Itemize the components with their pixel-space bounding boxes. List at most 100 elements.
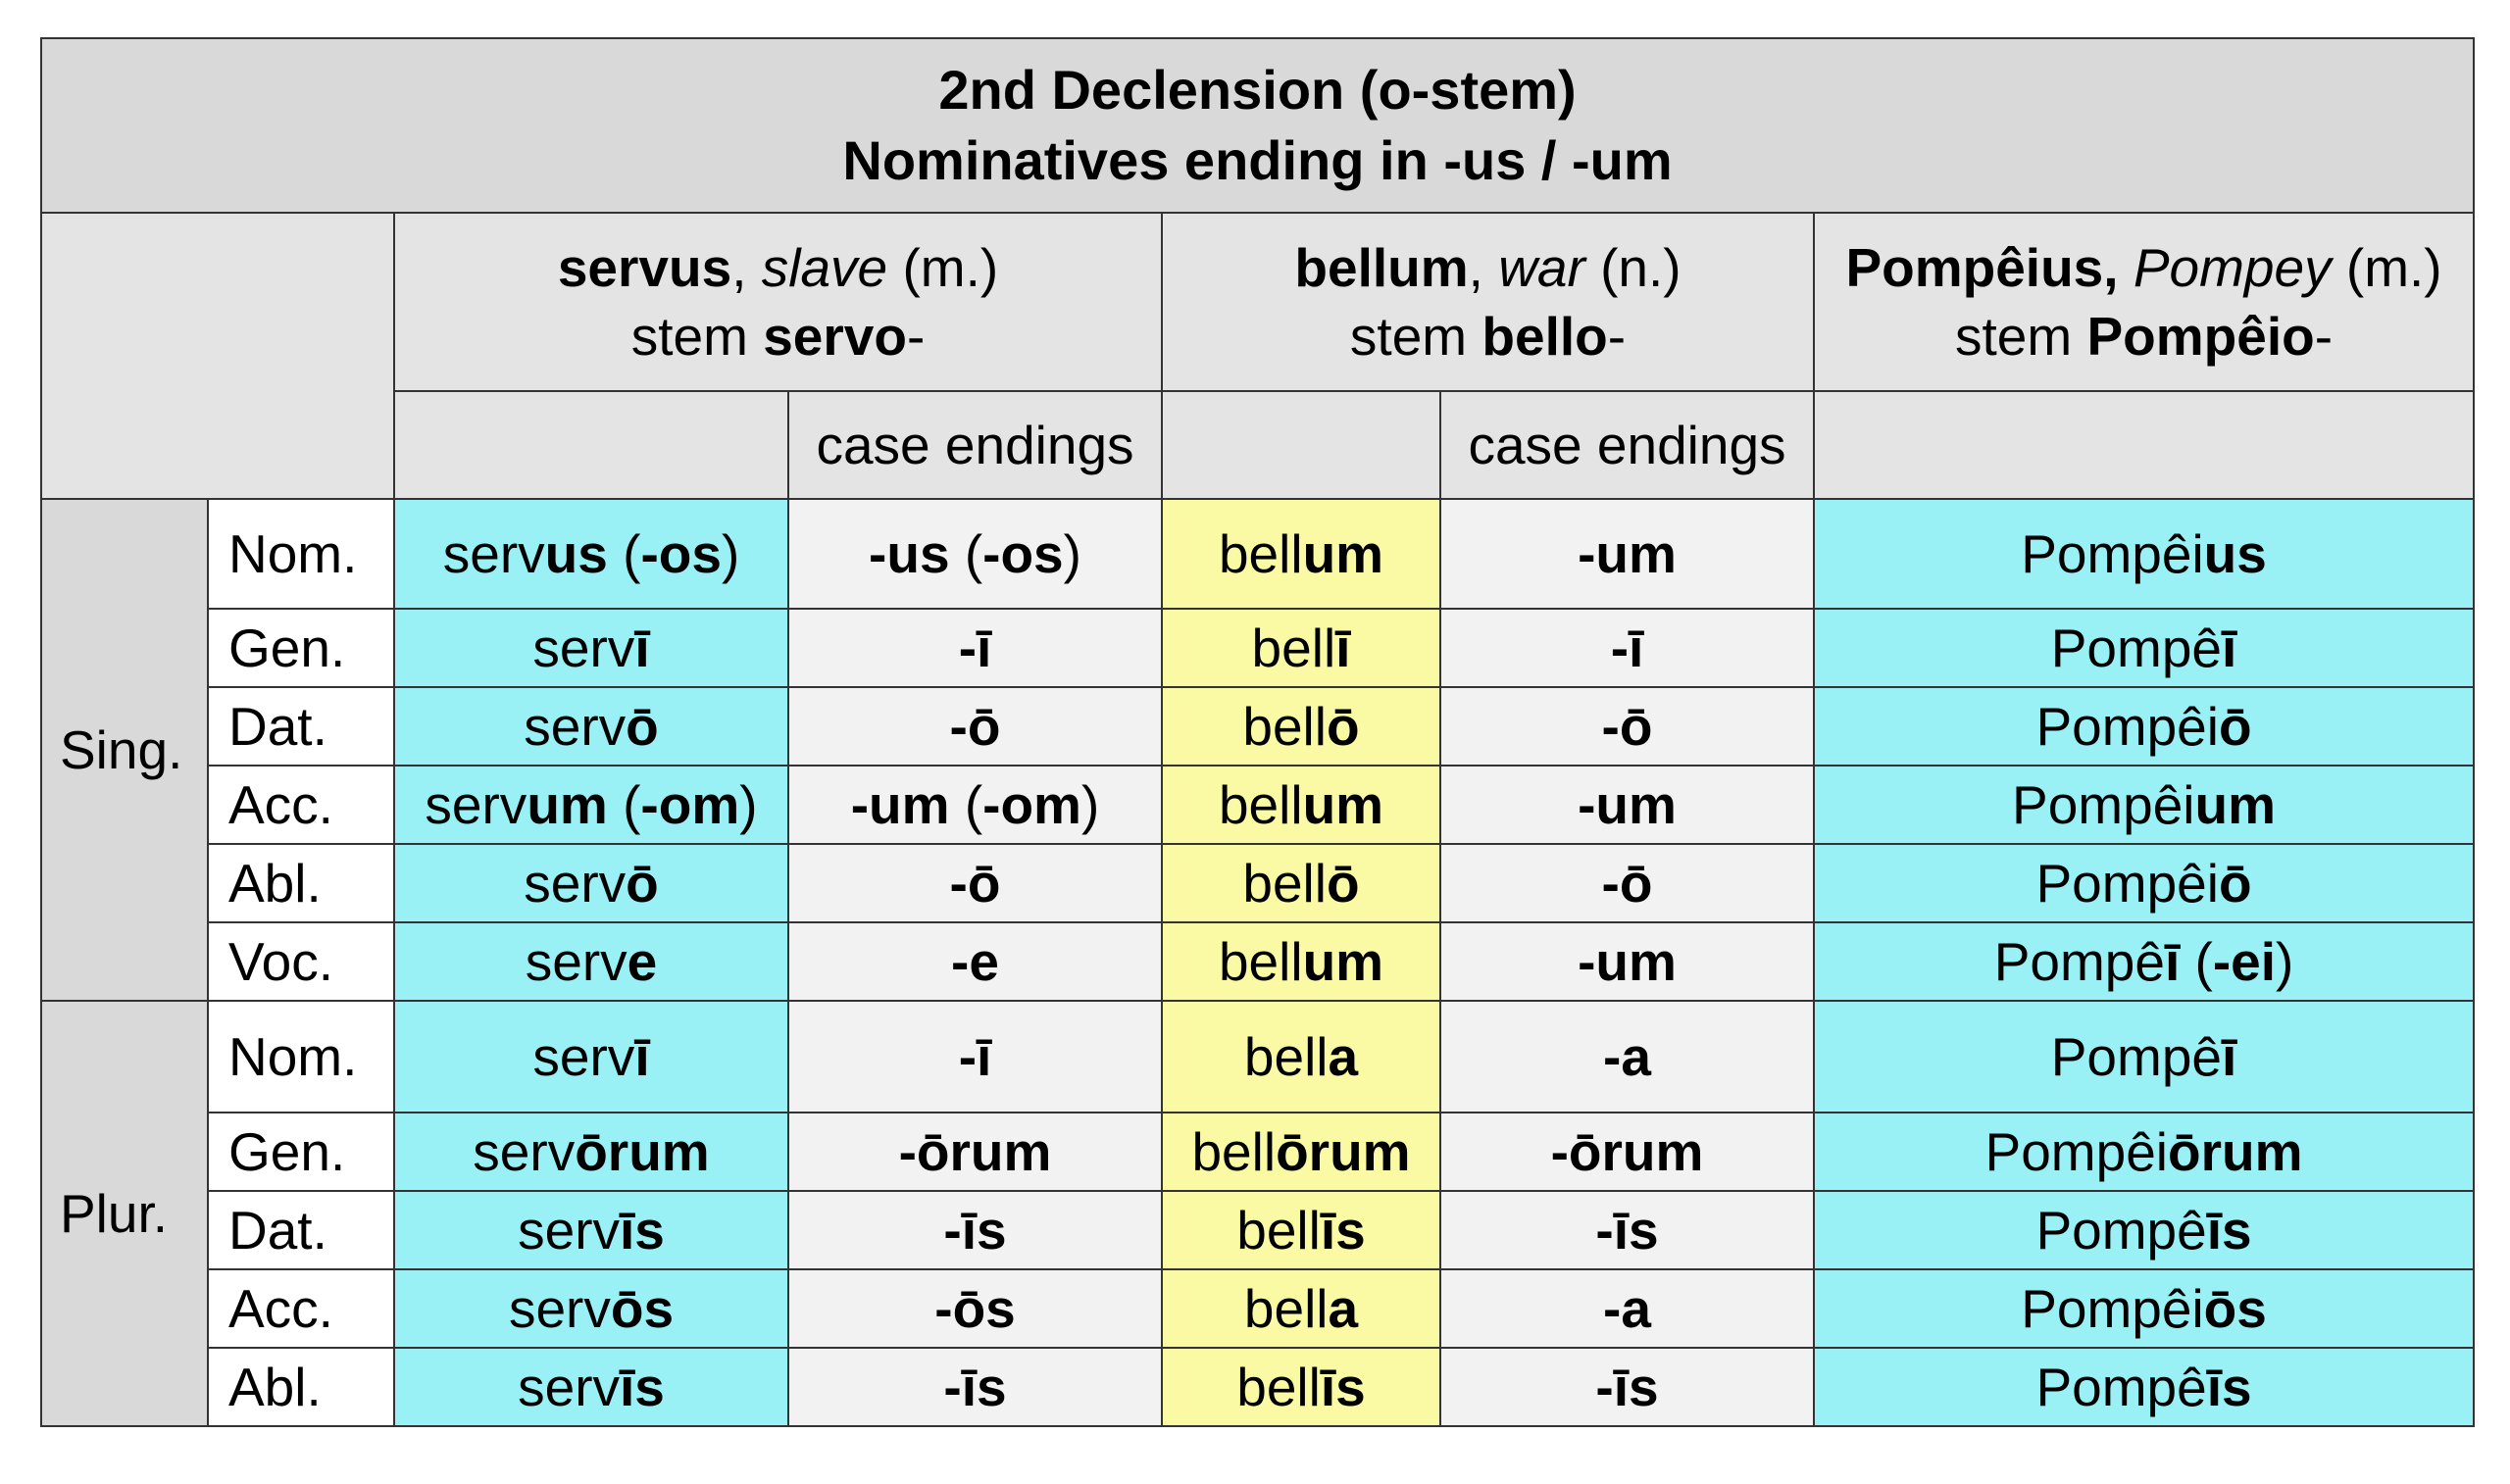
ending-text: -e: [951, 930, 999, 992]
table-row: Abl. servīs -īs bellīs -īs Pompêīs: [41, 1347, 2476, 1427]
bellum-ending: -ōrum: [1439, 1112, 1815, 1192]
form-stem: Pompê: [2035, 1356, 2207, 1417]
form-stem: Pompêi: [2021, 1277, 2204, 1339]
servus-gender: (m.): [902, 236, 999, 298]
bellum-header: bellum, war (n.) stem bello-: [1161, 212, 1815, 392]
table-row: Dat. servō -ō bellō -ō Pompêiō: [41, 686, 2476, 767]
bellum-case-endings-label: case endings: [1439, 390, 1815, 500]
bellum-stem: bello: [1481, 306, 1608, 367]
ending-text: -ōrum: [1550, 1120, 1704, 1182]
table-row: Abl. servō -ō bellō -ō Pompêiō: [41, 843, 2476, 923]
bellum-form: bellīs: [1161, 1347, 1441, 1427]
ending-text: -um: [1578, 773, 1677, 835]
servus-form: serve: [393, 921, 789, 1002]
form-ending: ī: [2222, 1025, 2237, 1087]
ending-text: -ō: [949, 852, 1001, 914]
form-stem: bell: [1218, 930, 1303, 992]
declension-table-wrapper: 2nd Declension (o-stem) Nominatives endi…: [39, 37, 2476, 1446]
title-row: 2nd Declension (o-stem) Nominatives endi…: [39, 37, 2476, 214]
ending-text: -um: [1578, 930, 1677, 992]
bellum-form: bellōrum: [1161, 1112, 1441, 1192]
form-stem: bell: [1242, 852, 1327, 914]
form-variant: (-ei): [2194, 930, 2294, 992]
ending-variant: (-om): [964, 773, 1100, 835]
form-stem: bell: [1236, 1199, 1321, 1261]
form-stem: serv: [524, 852, 627, 914]
servus-form: servīs: [393, 1347, 789, 1427]
servus-form: servum (-om): [393, 765, 789, 845]
title-line-2: Nominatives ending in -us / -um: [842, 129, 1673, 191]
form-stem: serv: [518, 1199, 621, 1261]
case-label: Voc.: [207, 921, 395, 1002]
pompeius-form: Pompêīs: [1812, 1190, 2476, 1270]
form-ending: īs: [2206, 1199, 2252, 1261]
pompeius-form: Pompêī: [1812, 608, 2476, 688]
ending-text: -īs: [943, 1199, 1007, 1261]
noun-header-row: servus, slave (m.) stem servo- bellum, w…: [40, 212, 2476, 500]
form-stem: serv: [532, 1025, 635, 1087]
ending-text: -ō: [949, 695, 1001, 757]
bellum-ending: -a: [1439, 1000, 1815, 1113]
bellum-forms-subheader: [1161, 390, 1441, 500]
form-stem: serv: [473, 1120, 576, 1182]
stem-hyphen: -: [906, 306, 926, 367]
servus-form: servō: [393, 686, 789, 767]
case-label: Nom.: [207, 498, 395, 610]
title-line-1: 2nd Declension (o-stem): [938, 59, 1577, 122]
servus-ending: -ōs: [787, 1268, 1163, 1349]
pompeius-form: Pompêī (-ei): [1812, 921, 2476, 1002]
servus-ending: -īs: [787, 1347, 1163, 1427]
servus-meaning: slave: [761, 236, 888, 298]
form-stem: Pompê: [2050, 617, 2223, 678]
pompeius-form: Pompêiōs: [1812, 1268, 2476, 1349]
table-row: Acc. servōs -ōs bella -a Pompêiōs: [41, 1268, 2476, 1349]
form-stem: bell: [1251, 617, 1336, 678]
form-stem: serv: [524, 695, 627, 757]
lemma-separator: ,: [1468, 236, 1483, 298]
servus-case-endings-label: case endings: [787, 390, 1163, 500]
corner-cell: [40, 212, 395, 500]
case-label: Acc.: [207, 765, 395, 845]
form-stem: Pompêi: [2021, 522, 2204, 584]
pompeius-gender: (m.): [2345, 236, 2442, 298]
ending-text: -ī: [1610, 617, 1644, 678]
ending-text: -īs: [1595, 1199, 1659, 1261]
ending-text: -ī: [958, 1025, 992, 1087]
bellum-form: bellō: [1161, 686, 1441, 767]
number-label-plural: Plur.: [40, 1000, 209, 1427]
case-label: Acc.: [207, 1268, 395, 1349]
pompeius-form: Pompêīs: [1812, 1347, 2476, 1427]
bellum-stem-line: stem bello-: [1169, 302, 1807, 371]
pompeius-form: Pompêī: [1812, 1000, 2476, 1113]
servus-ending: -ō: [787, 843, 1163, 923]
servus-lemma: servus: [557, 236, 732, 298]
servus-form: servīs: [393, 1190, 789, 1270]
bellum-ending: -ō: [1439, 843, 1815, 923]
form-stem: Pompêi: [1984, 1120, 2169, 1182]
form-stem: serv: [442, 522, 545, 584]
servus-stem-line: stem servo-: [401, 302, 1155, 371]
form-stem: serv: [425, 773, 527, 835]
table-row: Acc. servum (-om) -um (-om) bellum -um Pompêi…: [41, 765, 2476, 845]
servus-forms-subheader: [393, 390, 789, 500]
form-ending: īs: [1320, 1199, 1366, 1261]
form-ending: a: [1328, 1277, 1359, 1339]
servus-form: servī: [393, 1000, 789, 1113]
servus-ending: -ī: [787, 608, 1163, 688]
servus-ending: -ōrum: [787, 1112, 1163, 1192]
form-ending: e: [627, 930, 658, 992]
form-stem: serv: [532, 617, 635, 678]
bellum-form: bellō: [1161, 843, 1441, 923]
bellum-ending: -ī: [1439, 608, 1815, 688]
bellum-ending: -um: [1439, 498, 1815, 610]
form-stem: Pompêi: [2012, 773, 2195, 835]
stem-label: stem: [1349, 306, 1468, 367]
ending-text: -ī: [958, 617, 992, 678]
case-label: Abl.: [207, 843, 395, 923]
servus-form: servōs: [393, 1268, 789, 1349]
pompeius-stem: Pompêio: [2086, 306, 2315, 367]
servus-ending: -ī: [787, 1000, 1163, 1113]
bellum-ending: -um: [1439, 765, 1815, 845]
form-ending: um: [2194, 773, 2277, 835]
form-ending: ōrum: [1276, 1120, 1411, 1182]
